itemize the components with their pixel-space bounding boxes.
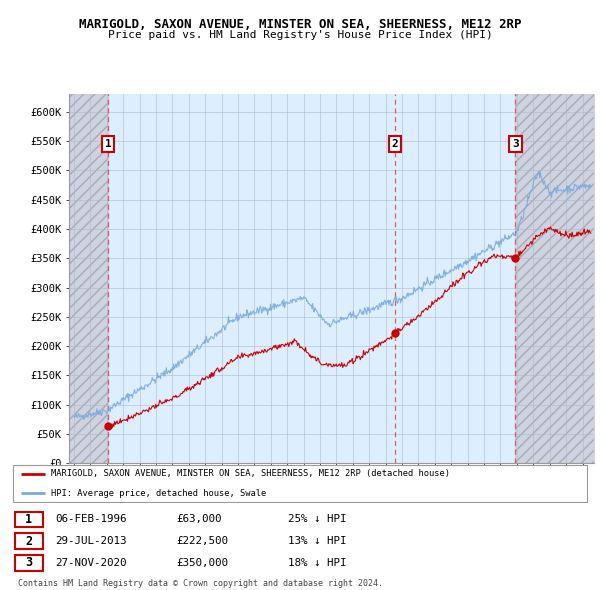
Text: 1: 1 <box>25 513 32 526</box>
Text: 06-FEB-1996: 06-FEB-1996 <box>55 514 127 525</box>
FancyBboxPatch shape <box>15 533 43 549</box>
FancyBboxPatch shape <box>13 465 587 502</box>
Text: Price paid vs. HM Land Registry's House Price Index (HPI): Price paid vs. HM Land Registry's House … <box>107 30 493 40</box>
Text: 2: 2 <box>392 139 398 149</box>
Text: 1: 1 <box>105 139 112 149</box>
Text: HPI: Average price, detached house, Swale: HPI: Average price, detached house, Swal… <box>51 489 266 497</box>
Text: £63,000: £63,000 <box>176 514 221 525</box>
FancyBboxPatch shape <box>15 512 43 527</box>
Text: 2: 2 <box>25 535 32 548</box>
Text: MARIGOLD, SAXON AVENUE, MINSTER ON SEA, SHEERNESS, ME12 2RP: MARIGOLD, SAXON AVENUE, MINSTER ON SEA, … <box>79 18 521 31</box>
FancyBboxPatch shape <box>15 555 43 571</box>
Text: 27-NOV-2020: 27-NOV-2020 <box>55 558 127 568</box>
Text: MARIGOLD, SAXON AVENUE, MINSTER ON SEA, SHEERNESS, ME12 2RP (detached house): MARIGOLD, SAXON AVENUE, MINSTER ON SEA, … <box>51 470 450 478</box>
Text: 13% ↓ HPI: 13% ↓ HPI <box>289 536 347 546</box>
Text: 18% ↓ HPI: 18% ↓ HPI <box>289 558 347 568</box>
Text: 25% ↓ HPI: 25% ↓ HPI <box>289 514 347 525</box>
Text: Contains HM Land Registry data © Crown copyright and database right 2024.
This d: Contains HM Land Registry data © Crown c… <box>18 579 383 590</box>
Text: 3: 3 <box>512 139 519 149</box>
Text: 3: 3 <box>25 556 32 569</box>
Text: £350,000: £350,000 <box>176 558 228 568</box>
Text: £222,500: £222,500 <box>176 536 228 546</box>
Text: 29-JUL-2013: 29-JUL-2013 <box>55 536 127 546</box>
